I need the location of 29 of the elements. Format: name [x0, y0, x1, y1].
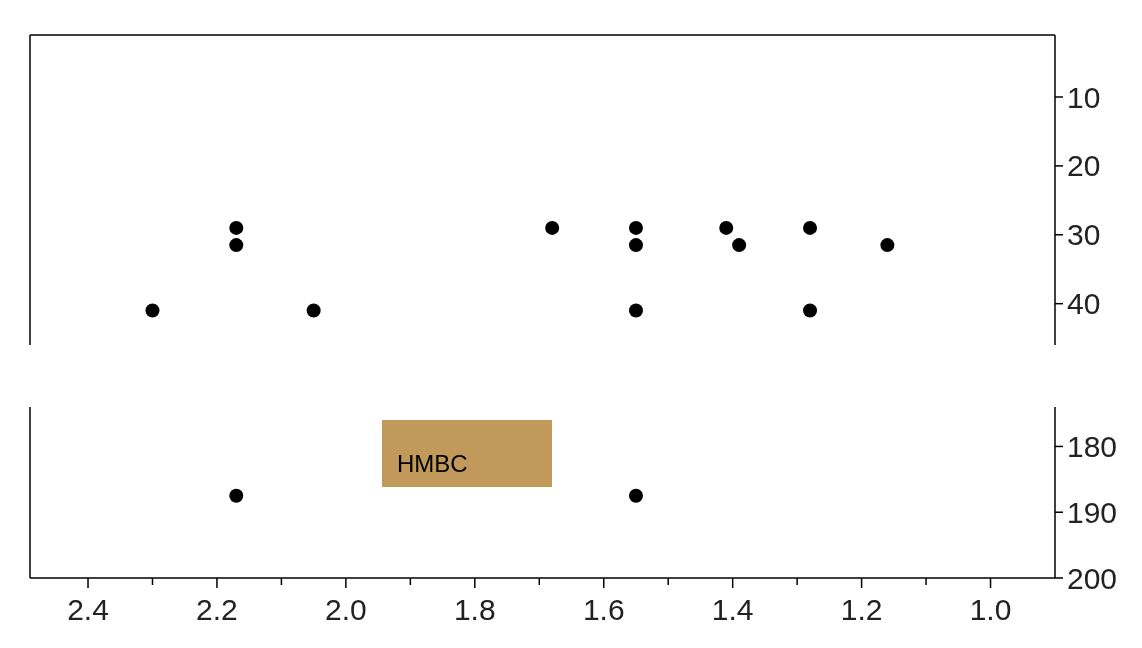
point [803, 303, 818, 318]
point [719, 220, 734, 235]
x-tick-label: 1.8 [453, 593, 496, 626]
point [628, 303, 643, 318]
x-tick-label: 1.4 [711, 593, 754, 626]
point [880, 238, 895, 253]
x-tick-label: 1.0 [969, 593, 1012, 626]
y-tick-label: 200 [1067, 561, 1118, 595]
point [229, 220, 244, 235]
x-tick-label: 2.4 [67, 593, 109, 626]
x-tick-label: 2.2 [196, 593, 238, 626]
y-tick-label: 20 [1067, 149, 1101, 183]
point [145, 303, 160, 318]
y-tick-label: 10 [1067, 80, 1101, 114]
x-tick-label: 1.6 [582, 593, 625, 626]
y-tick-label: 190 [1067, 495, 1118, 529]
point [306, 303, 321, 318]
y-tick-label: 40 [1067, 287, 1101, 321]
annotation: HMBC [397, 450, 468, 477]
point [229, 238, 244, 253]
x-tick-label: 1.2 [840, 593, 883, 626]
point [803, 220, 818, 235]
y-tick-label: 30 [1067, 218, 1101, 252]
x-tick-label: 2.0 [325, 593, 367, 626]
point [545, 220, 560, 235]
y-tick-label: 180 [1067, 429, 1118, 463]
point [628, 220, 643, 235]
point [628, 238, 643, 253]
point [732, 238, 747, 253]
